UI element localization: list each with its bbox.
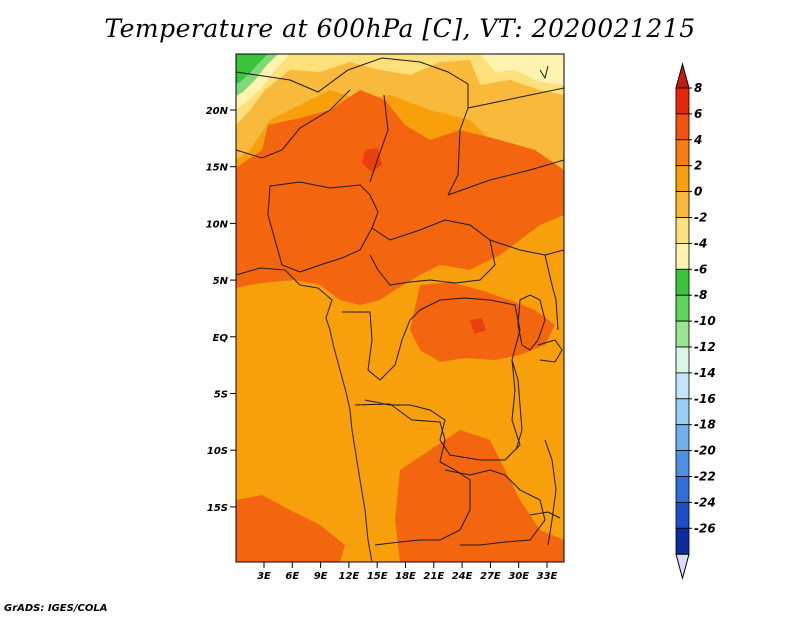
colorbar-label: -18 [694, 418, 716, 432]
field-0-to-2-north [236, 54, 564, 190]
lon-label: 18E [395, 571, 416, 582]
colorbar-label: 4 [693, 133, 702, 147]
colorbar-swatch [675, 501, 690, 529]
colorbar-swatch [675, 476, 690, 503]
temperature-map [236, 54, 564, 562]
lat-label: 5S [214, 390, 228, 401]
colorbar-swatch [675, 268, 690, 296]
colorbar-label: 6 [694, 107, 702, 121]
colorbar-swatch [675, 165, 690, 192]
lat-label: 20N [206, 106, 229, 117]
colorbar-label: -14 [694, 366, 716, 380]
colorbar-swatch [675, 527, 690, 555]
longitude-axis: 3E 6E 9E 12E 15E 18E 21E 24E 27E 30E 33E [257, 562, 558, 582]
colorbar-swatch [675, 346, 690, 374]
lon-label: 24E [452, 571, 473, 582]
colorbar-label: -22 [694, 470, 716, 484]
colorbar-label: -10 [694, 314, 716, 328]
colorbar-swatch [675, 398, 690, 426]
lon-label: 15E [367, 571, 388, 582]
lat-label: 10N [206, 219, 229, 230]
colorbar-top-arrow [675, 62, 690, 89]
latitude-axis: 20N 15N 10N 5N EQ 5S 10S 15S [206, 106, 236, 514]
colorbar-swatch [675, 113, 690, 141]
field-6-to-8-spot-1 [362, 148, 382, 172]
field-minus6-to-minus4 [236, 54, 268, 84]
field-6-to-8-spot-2 [470, 318, 486, 334]
lon-label: 3E [257, 571, 271, 582]
colorbar-swatch [675, 139, 690, 167]
lat-label: EQ [213, 333, 229, 344]
field-4-to-6-southwest [236, 495, 345, 562]
colorbar-swatch [675, 191, 690, 218]
field-4-to-6-north [236, 90, 564, 305]
lon-label: 33E [537, 571, 558, 582]
lon-label: 27E [480, 571, 501, 582]
colorbar-label: -6 [694, 262, 707, 276]
lon-label: 9E [314, 571, 328, 582]
colorbar-label: -16 [694, 392, 716, 406]
grads-credit: GrADS: IGES/COLA [4, 603, 108, 614]
colorbar-label: 2 [694, 159, 702, 173]
colorbar-swatch [675, 450, 690, 477]
lon-label: 21E [423, 571, 444, 582]
lon-label: 12E [339, 571, 360, 582]
colorbar-label: -4 [694, 236, 707, 250]
field-2-to-4-west [236, 290, 530, 430]
colorbar-label: 8 [694, 81, 702, 95]
figure-title: Temperature at 600hPa [C], VT: 202002121… [104, 14, 696, 43]
colorbar-swatch [675, 217, 690, 244]
colorbar-label: -12 [694, 340, 716, 354]
colorbar-label: -20 [694, 444, 716, 458]
country-borders [236, 57, 564, 562]
colorbar-swatch [675, 424, 690, 452]
colorbar-label: -24 [694, 495, 716, 509]
colorbar-label: -26 [694, 521, 716, 535]
colorbar: 8 6 4 2 0 -2 -4 -6 -8 -10 -12 -14 -16 -18 -20 -22 -24 -26 [675, 62, 716, 581]
map-frame [235, 53, 565, 563]
colorbar-swatch [675, 242, 690, 270]
lat-label: 15S [207, 503, 228, 514]
lat-label: 10S [207, 446, 228, 457]
colorbar-bottom-arrow [675, 553, 690, 581]
colorbar-swatch [675, 294, 690, 322]
field-minus4-to-minus2-ne [480, 54, 564, 85]
lon-label: 6E [285, 571, 299, 582]
colorbar-label: -2 [694, 211, 707, 225]
colorbar-swatch [675, 320, 690, 348]
lat-label: 15N [206, 163, 229, 174]
field-4-to-6-south [395, 430, 564, 562]
colorbar-swatch [675, 372, 690, 400]
colorbar-swatch [675, 87, 690, 115]
colorbar-label: 0 [694, 185, 702, 199]
colorbar-label: -8 [694, 288, 707, 302]
lat-label: 5N [213, 276, 229, 287]
field-minus2-to-0-north [236, 54, 564, 125]
lon-label: 30E [508, 571, 529, 582]
